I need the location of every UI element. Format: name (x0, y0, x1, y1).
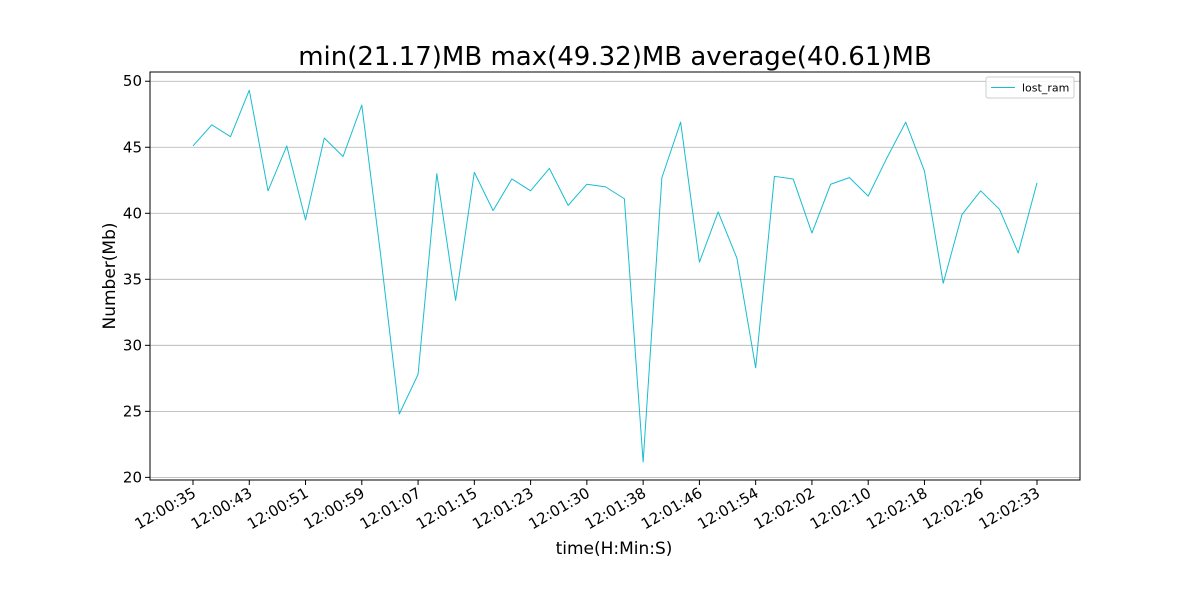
data-point (979, 189, 982, 192)
data-point (867, 195, 870, 198)
data-point (210, 123, 213, 126)
y-tick-label: 50 (123, 72, 142, 90)
data-point (398, 412, 401, 415)
data-point (698, 261, 701, 264)
y-axis-ticks: 20 25 30 35 40 45 50 (123, 72, 150, 486)
data-point (735, 257, 738, 260)
data-point (379, 253, 382, 256)
data-point (548, 167, 551, 170)
data-point (323, 137, 326, 140)
y-axis-label: Number(Mb) (100, 222, 120, 329)
series-line-lost-ram (192, 89, 1038, 463)
data-point (942, 282, 945, 285)
data-point (229, 135, 232, 138)
y-tick-label: 45 (123, 138, 142, 156)
data-point (885, 156, 888, 159)
legend: lost_ram (985, 76, 1075, 99)
data-point (1036, 181, 1039, 184)
data-point (342, 155, 345, 158)
legend-label-lost-ram: lost_ram (1022, 82, 1069, 95)
data-point (679, 121, 682, 124)
data-point (435, 172, 438, 175)
y-tick-label: 25 (123, 402, 142, 420)
data-point (567, 204, 570, 207)
data-point (492, 209, 495, 212)
data-point (848, 176, 851, 179)
data-point (792, 177, 795, 180)
data-point (923, 170, 926, 173)
data-point (473, 171, 476, 174)
data-point (510, 177, 513, 180)
data-point (829, 183, 832, 186)
plot-area-frame (149, 71, 1081, 481)
data-point (773, 175, 776, 178)
data-point (192, 144, 195, 147)
chart-title: min(21.17)MB max(49.32)MB average(40.61)… (298, 42, 932, 72)
data-point (417, 373, 420, 376)
data-point (998, 208, 1001, 211)
data-point (585, 183, 588, 186)
data-point (904, 121, 907, 124)
data-point (623, 197, 626, 200)
data-point (642, 460, 645, 463)
y-tick-label: 35 (123, 270, 142, 288)
data-point (454, 299, 457, 302)
legend-box (985, 76, 1075, 99)
data-point (285, 144, 288, 147)
grid-lines (150, 80, 1080, 478)
data-point (660, 176, 663, 179)
data-point (267, 189, 270, 192)
data-point (717, 210, 720, 213)
data-point (810, 232, 813, 235)
data-point (248, 89, 251, 92)
y-tick-label: 20 (123, 468, 142, 486)
y-tick-label: 30 (123, 336, 142, 354)
data-point (604, 185, 607, 188)
data-point (304, 218, 307, 221)
x-axis-label: time(H:Min:S) (556, 539, 673, 559)
data-point (529, 189, 532, 192)
y-tick-label: 40 (123, 204, 142, 222)
data-point (360, 104, 363, 107)
data-point (960, 213, 963, 216)
series-layer (192, 89, 1039, 463)
data-point (754, 366, 757, 369)
data-point (1017, 251, 1020, 254)
